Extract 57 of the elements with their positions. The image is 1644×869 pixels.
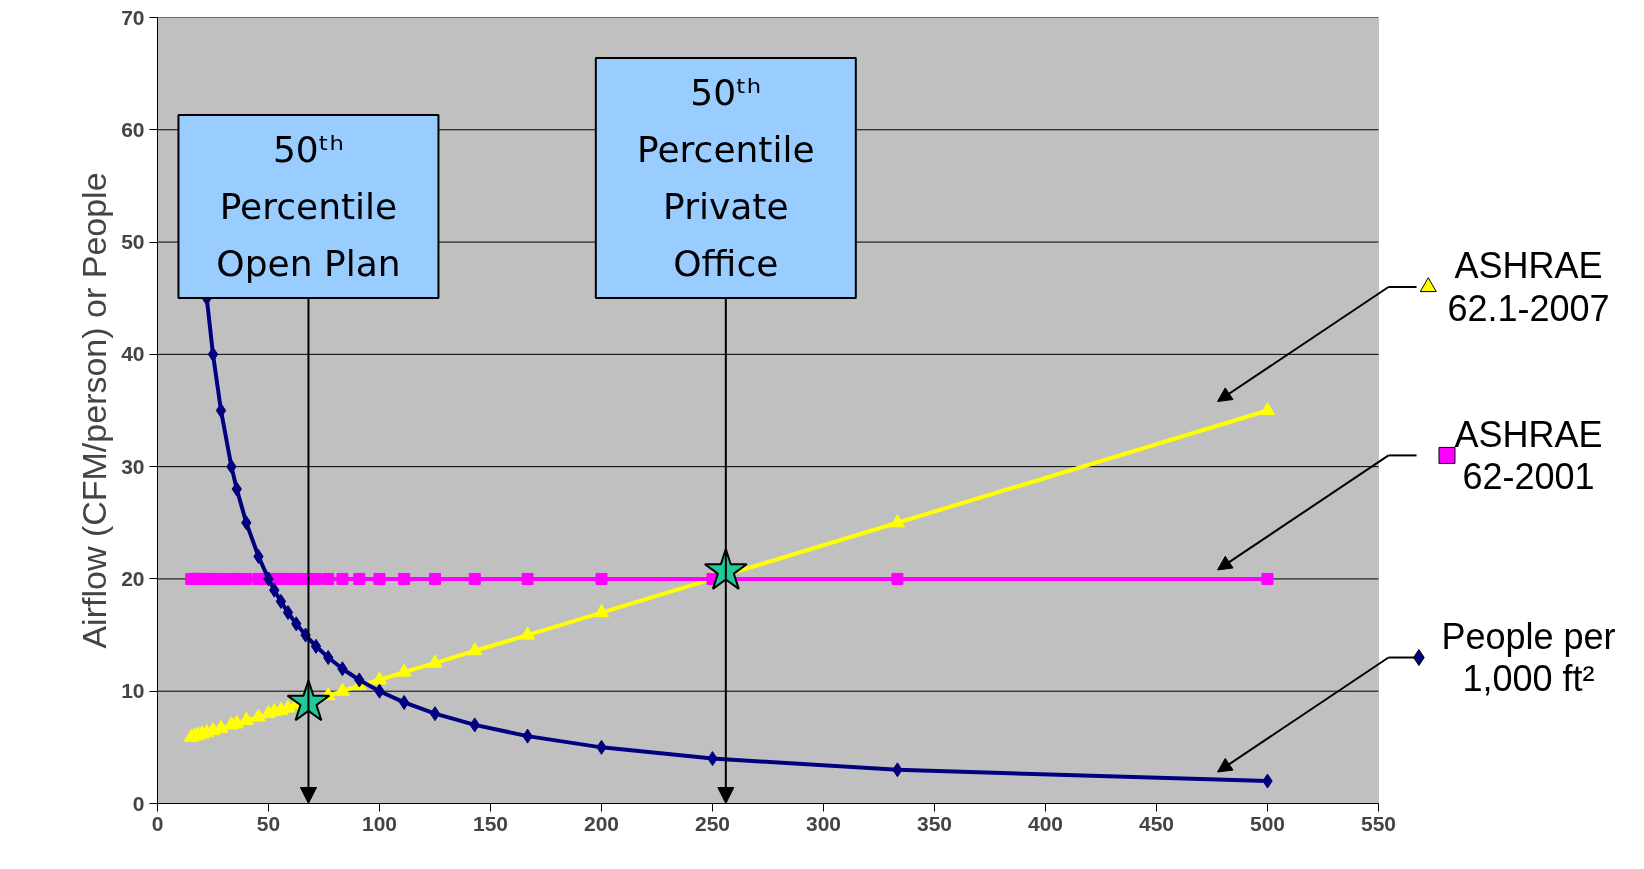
- x-tick-label: 500: [1249, 811, 1286, 835]
- x-tick-label: 300: [805, 811, 842, 835]
- point: [282, 605, 294, 621]
- point: [1261, 572, 1274, 585]
- legend-label: ASHRAE 62.1-2007: [1447, 245, 1610, 329]
- point: [252, 572, 265, 585]
- y-tick-label: 70: [121, 5, 145, 29]
- point: [467, 642, 483, 656]
- legend-label: People per 1,000 ft²: [1441, 616, 1616, 700]
- point: [322, 572, 335, 585]
- point: [373, 572, 386, 585]
- x-tick-label: 550: [1360, 811, 1397, 835]
- point: [396, 663, 412, 677]
- point: [521, 572, 534, 585]
- x-tick-label: 450: [1138, 811, 1175, 835]
- annotation: 50ᵗʰ Percentile Private Office: [637, 72, 815, 285]
- annotation: 50ᵗʰ Percentile Open Plan: [216, 129, 401, 285]
- y-axis-title: Airflow (CFM/person) or People: [75, 172, 114, 649]
- point: [889, 514, 905, 528]
- point: [310, 638, 322, 654]
- y-tick-label: 0: [132, 791, 145, 815]
- point: [251, 708, 267, 722]
- point: [398, 694, 410, 710]
- point: [336, 572, 349, 585]
- x-tick-label: 150: [472, 811, 509, 835]
- point: [275, 593, 287, 609]
- point: [594, 604, 609, 618]
- point: [334, 682, 350, 696]
- x-tick-label: 200: [583, 811, 620, 835]
- y-tick-label: 60: [121, 117, 145, 141]
- x-tick-label: 250: [694, 811, 731, 835]
- x-tick-label: 350: [916, 811, 953, 835]
- y-tick-label: 30: [121, 454, 145, 478]
- point: [429, 706, 441, 722]
- x-tick-label: 0: [151, 811, 164, 835]
- point: [429, 572, 441, 585]
- x-tick-label: 50: [256, 811, 281, 835]
- y-tick-label: 20: [121, 566, 145, 590]
- point: [207, 346, 219, 362]
- point: [891, 572, 904, 585]
- point: [520, 626, 536, 640]
- y-tick-label: 40: [121, 342, 145, 366]
- x-tick-label: 100: [361, 811, 398, 835]
- legend-label: ASHRAE 62-2001: [1454, 413, 1603, 498]
- point: [398, 572, 411, 585]
- y-tick-label: 50: [121, 230, 145, 254]
- point: [261, 705, 276, 719]
- point: [372, 671, 387, 685]
- point: [215, 403, 227, 418]
- point: [595, 572, 608, 585]
- point: [183, 728, 199, 742]
- x-tick-label: 400: [1027, 811, 1064, 835]
- point: [353, 572, 366, 585]
- point: [225, 572, 238, 585]
- y-tick-label: 10: [121, 679, 145, 703]
- point: [468, 572, 481, 585]
- point: [427, 654, 443, 668]
